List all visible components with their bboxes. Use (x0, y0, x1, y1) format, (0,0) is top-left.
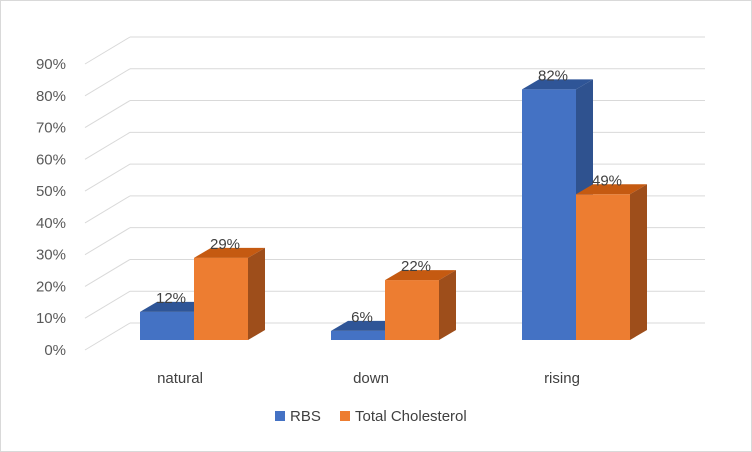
x-tick-label: rising (544, 370, 580, 387)
legend-swatch (340, 411, 350, 421)
bar-total-cholesterol (576, 194, 630, 340)
bar-rbs (522, 89, 576, 340)
legend-label: Total Cholesterol (355, 408, 467, 425)
bar-total-cholesterol (194, 257, 248, 340)
data-label: 82% (538, 67, 568, 84)
bar-rbs (331, 330, 385, 340)
side-gridline (84, 290, 131, 319)
side-gridline (84, 163, 131, 192)
side-gridline (84, 259, 131, 287)
data-label: 49% (592, 172, 622, 189)
side-gridline (84, 68, 131, 97)
y-tick-label: 10% (36, 310, 66, 327)
x-tick-label: down (353, 370, 389, 387)
bar-top-face (576, 184, 647, 195)
y-tick-label: 60% (36, 151, 66, 168)
bar-total-cholesterol (385, 280, 439, 340)
x-tick-label: natural (157, 370, 203, 387)
bar-top-face (385, 270, 456, 281)
bar-side-face (630, 184, 647, 340)
legend-label: RBS (290, 408, 321, 425)
side-gridline (84, 36, 131, 65)
data-label: 12% (156, 290, 186, 307)
y-tick-label: 80% (36, 88, 66, 105)
legend-swatch (275, 411, 285, 421)
bar-top-face (140, 301, 211, 312)
side-gridline (84, 100, 131, 128)
side-gridline (84, 195, 131, 224)
bar-top-face (331, 320, 402, 331)
y-tick-label: 30% (36, 247, 66, 264)
bar-top-face (194, 247, 265, 258)
side-gridline (84, 227, 131, 256)
side-gridline (84, 322, 131, 351)
y-tick-label: 90% (36, 56, 66, 73)
y-tick-label: 20% (36, 278, 66, 295)
bar-rbs (140, 311, 194, 340)
y-tick-label: 0% (44, 342, 66, 359)
y-tick-label: 40% (36, 215, 66, 232)
data-label: 29% (210, 236, 240, 253)
side-gridline (84, 131, 131, 160)
y-tick-label: 70% (36, 120, 66, 137)
bar-top-face (522, 79, 593, 90)
bar-side-face (248, 247, 265, 340)
y-tick-label: 50% (36, 183, 66, 200)
data-label: 6% (351, 309, 373, 326)
data-label: 22% (401, 258, 431, 275)
bar-side-face (439, 270, 456, 340)
